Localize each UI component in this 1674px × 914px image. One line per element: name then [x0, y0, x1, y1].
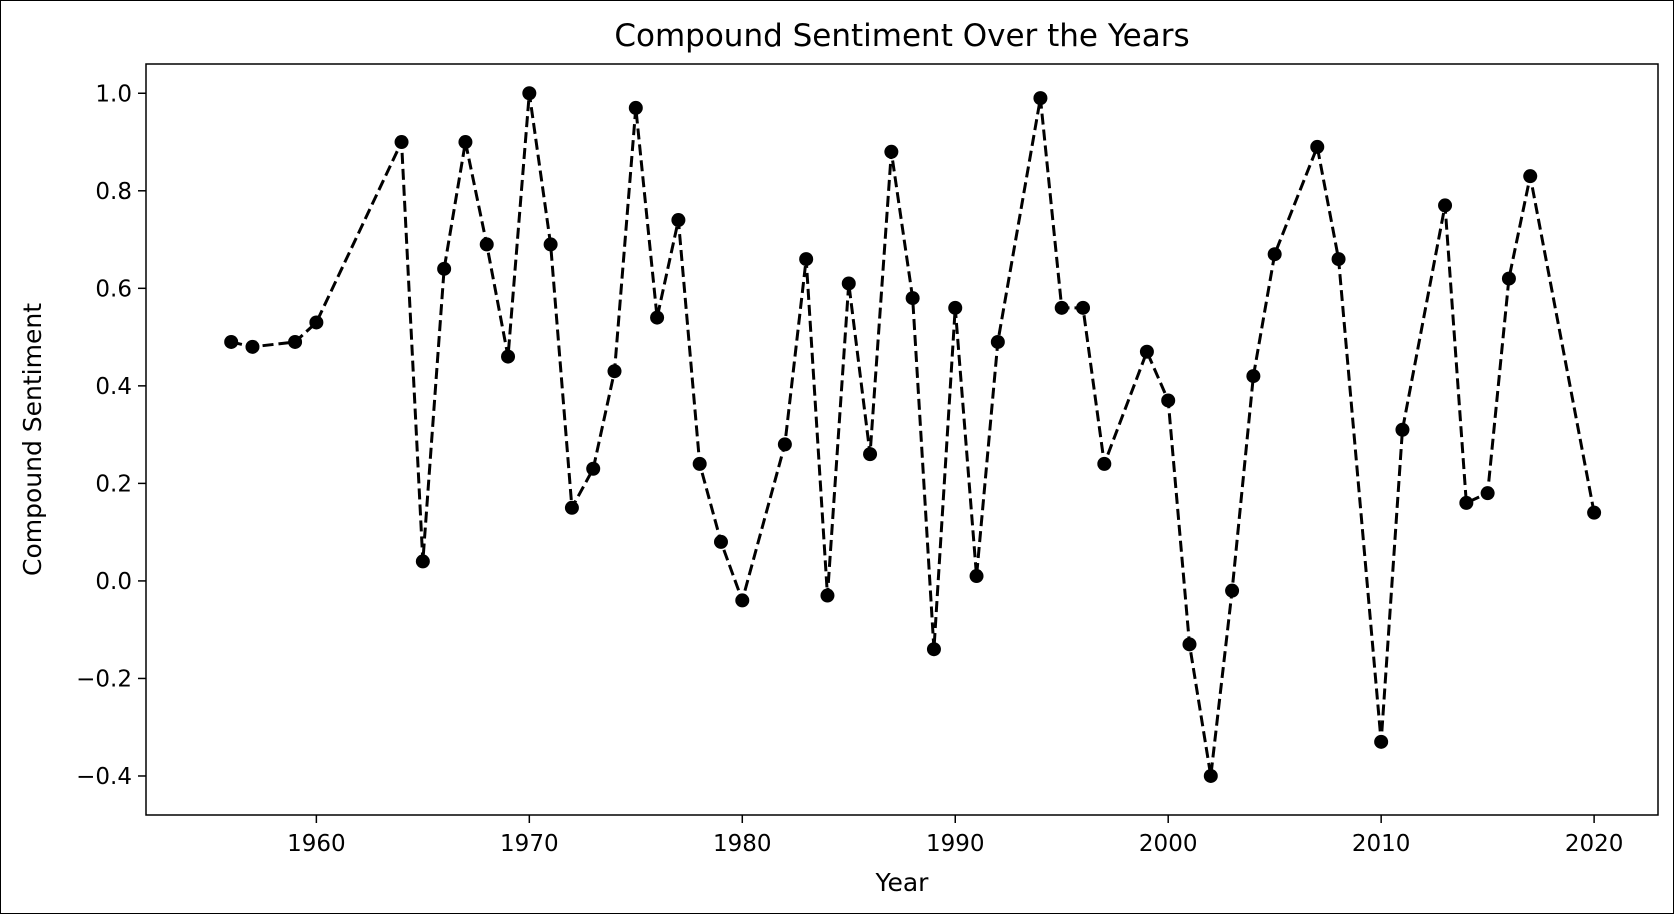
data-point	[713, 534, 728, 549]
x-tick-label: 2010	[1352, 831, 1411, 857]
data-point	[905, 291, 920, 306]
data-point	[564, 500, 579, 515]
data-points	[224, 86, 1602, 783]
data-point	[522, 86, 537, 101]
data-point	[884, 144, 899, 159]
y-tick-label: 0.8	[95, 179, 132, 205]
y-tick-label: −0.2	[76, 666, 132, 692]
x-tick-label: 2000	[1139, 831, 1198, 857]
data-point	[501, 349, 516, 364]
data-point	[1587, 505, 1602, 520]
x-tick-label: 1970	[500, 831, 559, 857]
data-point	[820, 588, 835, 603]
data-point	[1139, 344, 1154, 359]
x-tick-label: 1960	[287, 831, 346, 857]
data-point	[1374, 734, 1389, 749]
data-point	[1331, 252, 1346, 267]
data-point	[969, 569, 984, 584]
data-point	[1182, 637, 1197, 652]
y-tick-label: 0.0	[95, 569, 132, 595]
data-point	[607, 364, 622, 379]
data-point	[309, 315, 324, 330]
data-point	[1438, 198, 1453, 213]
x-tick-label: 1990	[926, 831, 985, 857]
data-point	[1161, 393, 1176, 408]
data-point	[841, 276, 856, 291]
data-point	[479, 237, 494, 252]
data-point	[990, 334, 1005, 349]
data-point	[1523, 169, 1538, 184]
data-point	[437, 261, 452, 276]
data-point	[650, 310, 665, 325]
data-point	[628, 100, 643, 115]
data-point	[394, 135, 409, 150]
y-tick-label: 0.4	[95, 374, 132, 400]
series-line	[230, 91, 1596, 778]
plot-frame	[145, 63, 1659, 816]
data-point	[245, 339, 260, 354]
data-point	[948, 300, 963, 315]
data-point	[1501, 271, 1516, 286]
y-axis: −0.4 −0.2 0.0 0.2 0.4 0.6 0.8 1.0	[76, 81, 146, 790]
chart-title: Compound Sentiment Over the Years	[614, 18, 1189, 54]
data-point	[1225, 583, 1240, 598]
y-tick-label: 0.2	[95, 471, 132, 497]
data-point	[1246, 369, 1261, 384]
y-tick-label: 0.6	[95, 276, 132, 302]
data-point	[1203, 768, 1218, 783]
data-point	[692, 456, 707, 471]
data-point	[586, 461, 601, 476]
x-tick-label: 2020	[1565, 831, 1624, 857]
data-point	[735, 593, 750, 608]
data-point	[799, 252, 814, 267]
data-point	[543, 237, 558, 252]
data-point	[1480, 486, 1495, 501]
data-point	[671, 213, 686, 228]
data-point	[458, 135, 473, 150]
y-tick-label: −0.4	[76, 764, 132, 790]
x-axis-label: Year	[875, 868, 930, 897]
data-point	[863, 447, 878, 462]
data-point	[1267, 247, 1282, 262]
data-point	[777, 437, 792, 452]
y-axis-label: Compound Sentiment	[18, 303, 47, 576]
data-point	[224, 334, 239, 349]
data-point	[288, 334, 303, 349]
y-tick-label: 1.0	[95, 81, 132, 107]
data-point	[1033, 91, 1048, 106]
x-axis: 1960 1970 1980 1990 2000 2010 2020	[287, 815, 1623, 857]
data-point	[1097, 456, 1112, 471]
data-point	[1459, 495, 1474, 510]
x-tick-label: 1980	[713, 831, 772, 857]
data-point	[926, 642, 941, 657]
data-point	[415, 554, 430, 569]
data-point	[1076, 300, 1091, 315]
data-point	[1310, 139, 1325, 154]
data-point	[1395, 422, 1410, 437]
data-point	[1054, 300, 1069, 315]
